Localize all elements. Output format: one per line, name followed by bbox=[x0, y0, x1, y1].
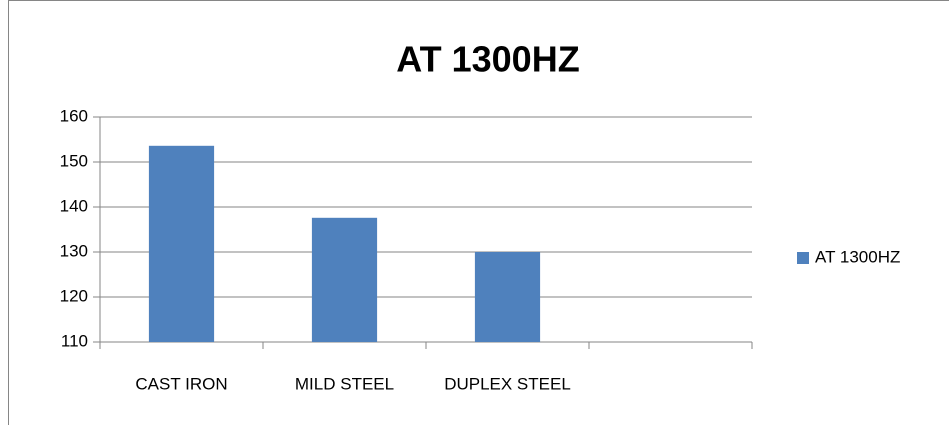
bar bbox=[311, 217, 378, 342]
x-tick-label: MILD STEEL bbox=[295, 374, 394, 393]
y-tick-label: 150 bbox=[60, 151, 88, 170]
y-tick-label: 110 bbox=[61, 331, 88, 350]
y-tick-label: 130 bbox=[60, 241, 88, 260]
bar bbox=[148, 145, 215, 342]
x-tick-label: DUPLEX STEEL bbox=[444, 374, 571, 393]
x-tick-label: CAST IRON bbox=[135, 374, 227, 393]
chart-title: AT 1300HZ bbox=[396, 39, 579, 80]
legend-swatch bbox=[797, 252, 809, 264]
legend-label: AT 1300HZ bbox=[815, 247, 900, 266]
y-tick-label: 120 bbox=[60, 286, 88, 305]
bar bbox=[474, 252, 541, 342]
y-tick-label: 160 bbox=[60, 106, 88, 125]
y-tick-label: 140 bbox=[60, 196, 88, 215]
